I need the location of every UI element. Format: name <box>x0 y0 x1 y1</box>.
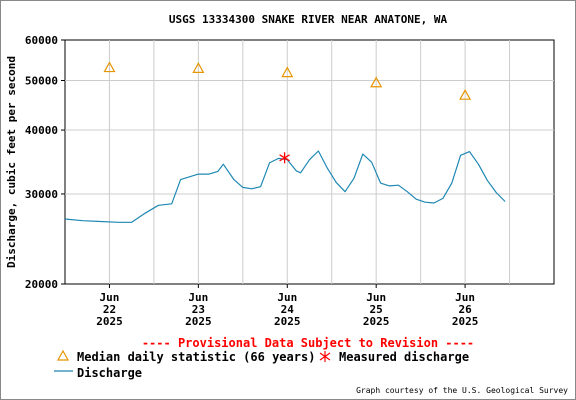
legend-median-label: Median daily statistic (66 years) <box>77 350 315 364</box>
provisional-notice: ---- Provisional Data Subject to Revisio… <box>142 336 474 350</box>
y-tick-label: 60000 <box>25 34 58 47</box>
x-tick-label: 2025 <box>274 315 301 328</box>
x-tick-label: 2025 <box>96 315 123 328</box>
y-axis-label: Discharge, cubic feet per second <box>5 56 18 268</box>
legend: Median daily statistic (66 years) Measur… <box>54 349 469 380</box>
measured-point <box>279 152 290 164</box>
x-tick-label: 26 <box>458 303 472 316</box>
x-tick-label: 25 <box>370 303 383 316</box>
y-tick-label: 30000 <box>25 188 58 201</box>
x-axis-ticks: Jun222025Jun232025Jun242025Jun252025Jun2… <box>96 284 478 328</box>
chart-title: USGS 13334300 SNAKE RIVER NEAR ANATONE, … <box>169 13 448 26</box>
grid <box>65 40 554 284</box>
x-tick-label: 24 <box>281 303 295 316</box>
median-point <box>192 62 205 73</box>
y-tick-label: 40000 <box>25 124 58 137</box>
x-tick-label: Jun <box>188 291 208 304</box>
median-point <box>459 88 472 100</box>
x-tick-label: 2025 <box>185 315 212 328</box>
x-tick-label: Jun <box>455 291 475 304</box>
legend-measured-label: Measured discharge <box>339 350 469 364</box>
median-point <box>281 66 294 78</box>
plot-area <box>64 39 555 285</box>
x-tick-label: Jun <box>366 291 386 304</box>
y-tick-label: 50000 <box>25 74 58 87</box>
median-point <box>103 61 116 73</box>
x-tick-label: 2025 <box>363 315 390 328</box>
series-discharge-line <box>64 150 506 223</box>
y-tick-label: 20000 <box>25 278 58 291</box>
series-layer <box>64 61 506 223</box>
legend-asterisk-icon <box>319 351 331 362</box>
x-tick-label: 23 <box>192 303 205 316</box>
legend-discharge-label: Discharge <box>77 366 142 380</box>
credit-text: Graph courtesy of the U.S. Geological Su… <box>356 386 568 395</box>
x-tick-label: 22 <box>103 303 116 316</box>
x-tick-label: Jun <box>277 291 297 304</box>
legend-triangle-icon <box>56 349 70 361</box>
median-point <box>370 76 383 88</box>
x-tick-label: 2025 <box>452 315 479 328</box>
y-axis-ticks: 20000 30000 40000 50000 60000 <box>25 34 65 291</box>
x-tick-label: Jun <box>100 291 120 304</box>
